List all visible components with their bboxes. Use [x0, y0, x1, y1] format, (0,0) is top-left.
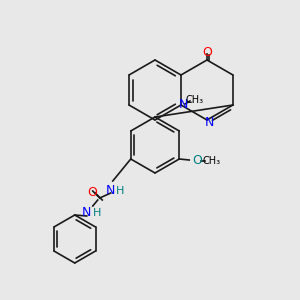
Text: N: N	[106, 184, 116, 197]
Text: N: N	[204, 116, 214, 128]
Text: H: H	[93, 208, 101, 218]
Text: CH₃: CH₃	[186, 95, 204, 105]
Text: N: N	[82, 206, 92, 220]
Text: CH₃: CH₃	[202, 156, 220, 166]
Text: O: O	[87, 187, 97, 200]
Text: N: N	[178, 98, 188, 112]
Text: O: O	[192, 154, 202, 167]
Text: O: O	[202, 46, 212, 59]
Text: H: H	[116, 186, 124, 196]
